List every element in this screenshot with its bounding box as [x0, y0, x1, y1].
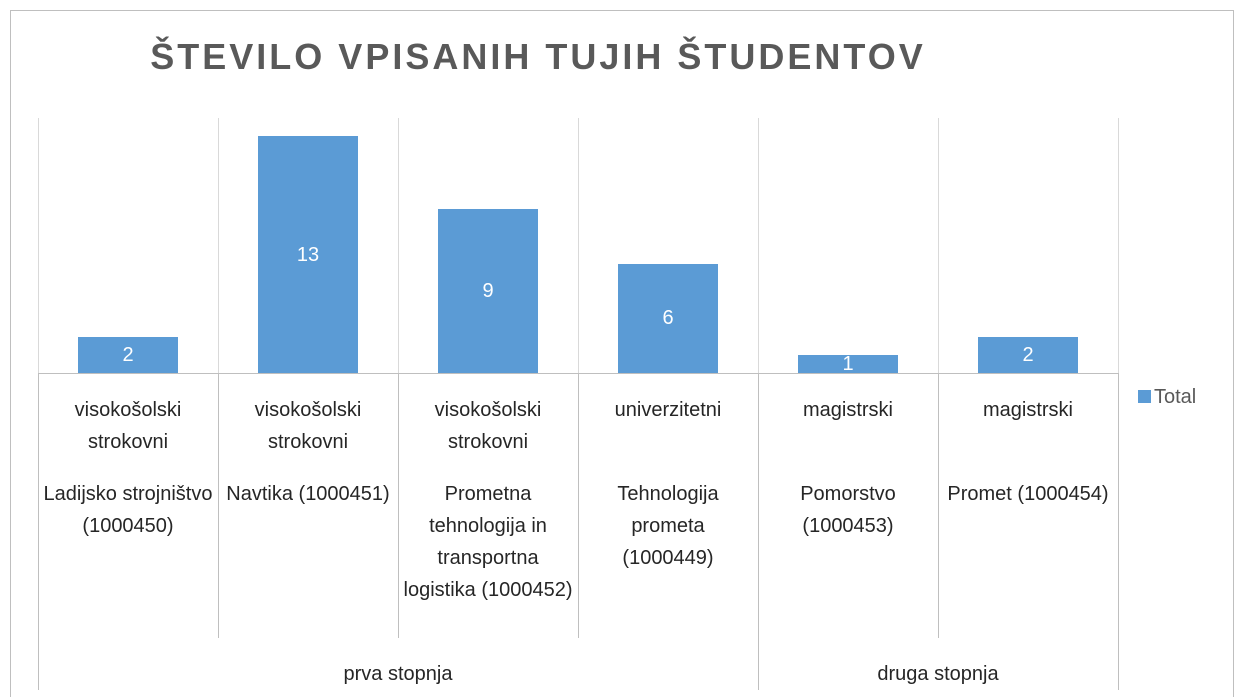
legend-label: Total: [1154, 386, 1197, 408]
bar: [978, 336, 1078, 373]
category-label: Navtika (1000451): [226, 483, 390, 505]
category-separator: [938, 373, 939, 638]
chart-title: ŠTEVILO VPISANIH TUJIH ŠTUDENTOV: [150, 36, 926, 77]
grid-line: [938, 118, 939, 373]
value-label: 2: [1022, 343, 1034, 366]
grid-line: [38, 118, 39, 373]
group-label: prva stopnja: [343, 663, 453, 685]
grid-line: [398, 118, 399, 373]
subcategory-label: magistrski: [982, 399, 1073, 421]
legend-swatch: [1138, 390, 1151, 403]
category-label: Prometna tehnologija in transportna logi…: [403, 483, 573, 601]
bar: [438, 209, 538, 373]
category-separator: [218, 373, 219, 638]
grid-line: [218, 118, 219, 373]
subcategory-label: univerzitetni: [614, 399, 722, 421]
value-label: 1: [842, 352, 854, 375]
category-label: Promet (1000454): [947, 483, 1109, 505]
category-label: Tehnologija prometa (1000449): [617, 483, 719, 569]
category-separator: [398, 373, 399, 638]
bar: [798, 354, 898, 373]
grid-line: [1118, 118, 1119, 373]
category-label: Pomorstvo (1000453): [800, 483, 896, 537]
subcategory-label: visokošolski strokovni: [74, 399, 182, 453]
category-separator: [1118, 373, 1119, 690]
value-label: 6: [662, 307, 674, 330]
subcategory-label: magistrski: [802, 399, 893, 421]
subcategory-label: visokošolski strokovni: [254, 399, 362, 453]
category-separator: [578, 373, 579, 638]
grid-line: [758, 118, 759, 373]
grid-line: [578, 118, 579, 373]
category-separator: [38, 373, 39, 690]
bar: [78, 336, 178, 373]
category-label: Ladijsko strojništvo (1000450): [43, 483, 213, 537]
bar: [618, 263, 718, 373]
group-label: druga stopnja: [877, 663, 999, 685]
category-separator: [758, 373, 759, 690]
value-label: 2: [122, 343, 134, 366]
subcategory-label: visokošolski strokovni: [434, 399, 542, 453]
value-label: 13: [296, 243, 320, 266]
bar: [258, 136, 358, 373]
value-label: 9: [482, 280, 494, 303]
chart-border: [10, 10, 1234, 697]
